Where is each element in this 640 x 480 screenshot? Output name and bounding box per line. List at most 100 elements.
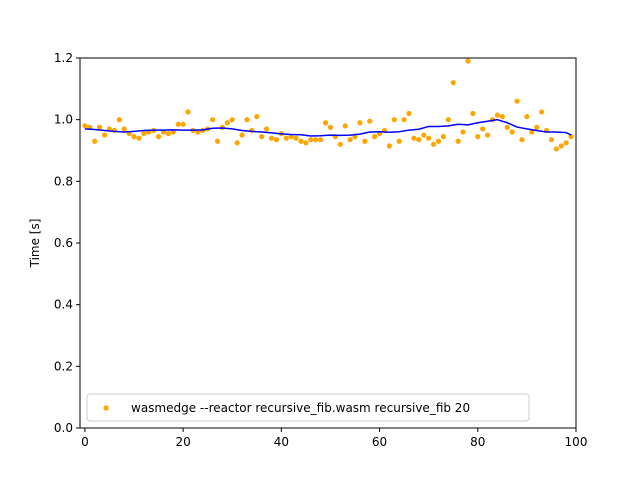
- data-point: [435, 138, 442, 144]
- data-point: [136, 135, 142, 141]
- x-axis: 0 20 40 60 80 100: [81, 428, 587, 449]
- legend-marker: [103, 405, 109, 411]
- data-point: [519, 137, 525, 143]
- data-point: [440, 134, 447, 140]
- data-point: [293, 135, 299, 141]
- data-point: [445, 117, 451, 123]
- data-point: [362, 138, 368, 144]
- plot-frame: [79, 57, 577, 429]
- data-point: [401, 117, 407, 123]
- data-point: [386, 143, 392, 149]
- data-point: [273, 137, 280, 143]
- data-point: [288, 134, 294, 140]
- plot-area: [82, 58, 574, 152]
- data-point: [563, 140, 569, 146]
- data-point: [116, 117, 122, 123]
- x-tick-label: 100: [565, 435, 588, 449]
- data-point: [411, 135, 417, 141]
- y-tick-label: 0.6: [54, 236, 73, 250]
- data-point: [406, 110, 412, 117]
- data-point: [180, 121, 186, 127]
- data-point: [155, 134, 162, 140]
- x-tick-label: 0: [81, 435, 89, 449]
- data-point: [524, 113, 530, 120]
- y-tick-label: 1.2: [54, 51, 73, 65]
- data-point: [509, 129, 515, 135]
- data-point: [303, 140, 309, 146]
- data-point: [337, 141, 343, 147]
- data-point: [268, 135, 275, 141]
- data-point: [322, 120, 329, 126]
- legend: wasmedge --reactor recursive_fib.wasm re…: [86, 393, 530, 422]
- data-point: [475, 134, 481, 140]
- data-point: [430, 141, 437, 147]
- data-point: [347, 137, 353, 143]
- trend-line: [84, 118, 572, 137]
- data-point: [534, 124, 540, 130]
- y-tick-label: 1.0: [54, 113, 73, 127]
- data-point: [229, 117, 235, 123]
- data-point: [485, 132, 491, 138]
- data-point: [470, 110, 476, 117]
- y-tick-label: 0.8: [54, 174, 73, 188]
- data-point: [283, 135, 289, 141]
- data-point: [101, 132, 108, 138]
- x-tick-label: 20: [175, 435, 190, 449]
- x-tick-label: 60: [372, 435, 387, 449]
- data-point: [455, 138, 461, 144]
- data-point: [298, 138, 304, 144]
- y-tick-label: 0.4: [54, 298, 73, 312]
- data-point: [82, 123, 88, 129]
- x-tick-label: 80: [470, 435, 485, 449]
- data-point: [480, 126, 486, 132]
- data-point: [327, 124, 334, 130]
- data-point: [426, 135, 432, 141]
- data-point: [97, 124, 103, 130]
- data-point: [460, 129, 466, 135]
- legend-label: wasmedge --reactor recursive_fib.wasm re…: [131, 401, 470, 415]
- data-point: [553, 146, 559, 152]
- data-point: [239, 132, 245, 138]
- x-tick-label: 40: [274, 435, 289, 449]
- data-point: [499, 113, 505, 120]
- y-tick-label: 0.2: [54, 359, 73, 373]
- data-point: [504, 124, 510, 130]
- data-point: [450, 80, 456, 86]
- data-point: [313, 137, 319, 143]
- data-point: [465, 58, 471, 64]
- data-point: [141, 130, 147, 137]
- data-point: [244, 117, 250, 123]
- data-point: [548, 137, 555, 143]
- data-point: [367, 118, 373, 124]
- data-point: [185, 109, 191, 115]
- data-point: [342, 123, 348, 129]
- legend-box: [86, 393, 530, 422]
- data-point: [224, 120, 230, 126]
- data-point: [391, 117, 397, 123]
- data-point: [234, 140, 240, 146]
- y-tick-label: 0.0: [54, 421, 73, 435]
- data-point: [175, 121, 181, 127]
- data-point: [494, 112, 501, 118]
- data-point: [209, 117, 216, 123]
- y-axis: 0.0 0.2 0.4 0.6 0.8 1.0 1.2: [54, 51, 80, 435]
- data-point: [308, 137, 314, 143]
- data-point: [529, 129, 535, 135]
- data-point: [318, 137, 324, 143]
- data-point: [214, 138, 221, 144]
- data-point: [539, 109, 545, 115]
- data-point: [259, 134, 265, 140]
- data-point: [170, 129, 176, 135]
- data-point: [131, 134, 137, 140]
- data-point: [92, 138, 98, 144]
- data-point: [396, 138, 402, 144]
- data-point: [372, 134, 378, 140]
- data-point: [568, 134, 574, 140]
- data-point: [357, 120, 363, 126]
- data-point: [121, 126, 127, 132]
- data-point: [514, 98, 520, 104]
- data-point: [416, 137, 422, 143]
- data-point: [558, 143, 564, 149]
- y-axis-label: Time [s]: [28, 219, 42, 269]
